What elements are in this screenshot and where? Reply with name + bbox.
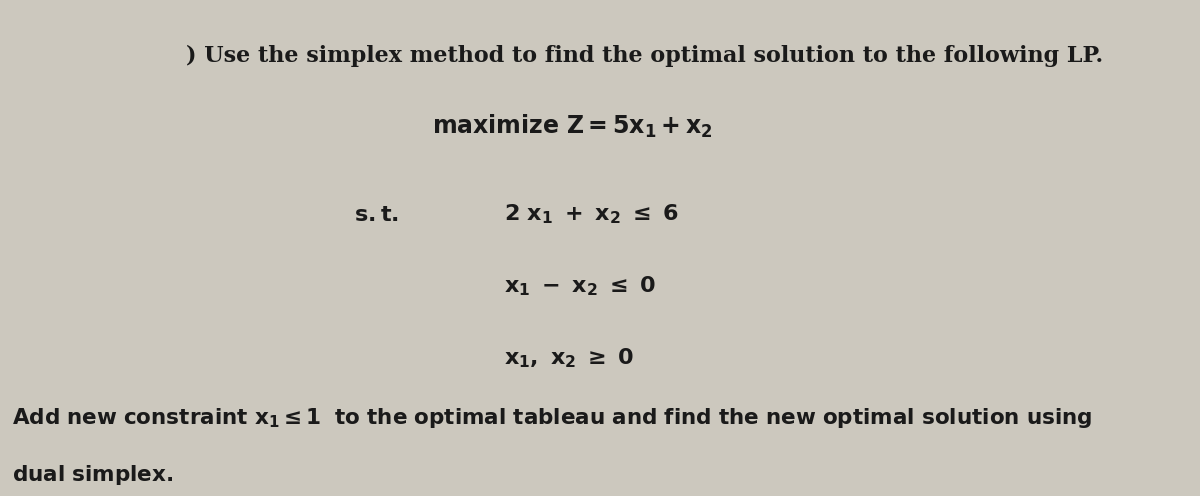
Text: ) Use the simplex method to find the optimal solution to the following LP.: ) Use the simplex method to find the opt… xyxy=(186,45,1103,67)
Text: $\mathbf{Add\ new\ constraint\ }$$\mathbf{x_1 \leq 1}$$\mathbf{\ \ to\ the\ opti: $\mathbf{Add\ new\ constraint\ }$$\mathb… xyxy=(12,406,1092,430)
Text: $\mathbf{s.t.}$: $\mathbf{s.t.}$ xyxy=(354,204,398,226)
Text: $\mathbf{x_1,\ x_2\ \geq\ 0}$: $\mathbf{x_1,\ x_2\ \geq\ 0}$ xyxy=(504,347,635,370)
Text: $\mathbf{dual\ simplex.}$: $\mathbf{dual\ simplex.}$ xyxy=(12,463,173,487)
Text: $\mathbf{maximize\ Z = 5x_1 + x_2}$: $\mathbf{maximize\ Z = 5x_1 + x_2}$ xyxy=(432,113,713,140)
Text: $\mathbf{2\ x_1\ +\ x_2\ \leq\ 6}$: $\mathbf{2\ x_1\ +\ x_2\ \leq\ 6}$ xyxy=(504,203,678,226)
Text: $\mathbf{x_1\ -\ x_2\ \leq\ 0}$: $\mathbf{x_1\ -\ x_2\ \leq\ 0}$ xyxy=(504,275,656,298)
